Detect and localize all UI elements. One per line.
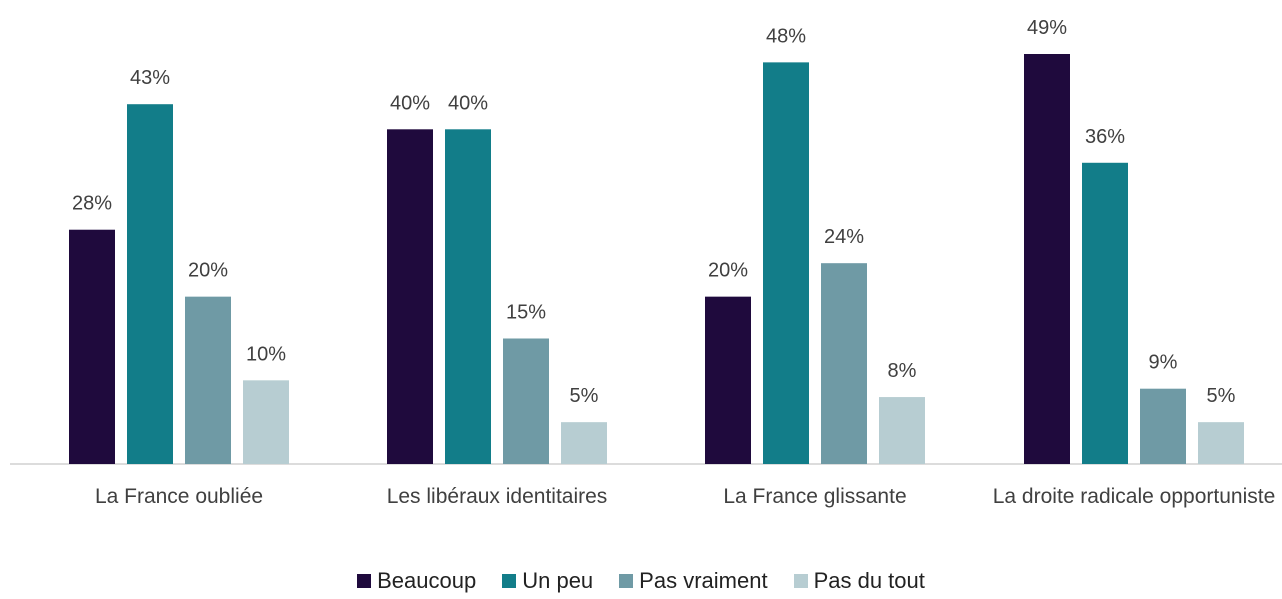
bar xyxy=(561,422,607,464)
bar xyxy=(503,338,549,464)
data-label: 40% xyxy=(390,92,430,114)
data-label: 20% xyxy=(188,260,228,282)
bar xyxy=(763,62,809,465)
legend-swatch xyxy=(357,574,372,588)
bar xyxy=(879,397,925,464)
x-tick-label: Les libéraux identitaires xyxy=(386,485,608,508)
legend-label: Pas vraiment xyxy=(639,568,768,593)
bar xyxy=(387,129,433,464)
bar xyxy=(1140,388,1186,464)
x-tick-label: La France oubliée xyxy=(94,485,264,508)
data-label: 20% xyxy=(708,260,748,282)
legend: Beaucoup Un peu Pas vraiment Pas du tout xyxy=(0,568,1282,594)
legend-item: Beaucoup xyxy=(357,568,476,594)
data-label: 24% xyxy=(824,226,864,248)
data-label: 15% xyxy=(506,301,546,323)
legend-label: Beaucoup xyxy=(377,568,477,593)
bar xyxy=(821,263,867,464)
data-label: 40% xyxy=(448,92,488,114)
bar xyxy=(1024,54,1070,464)
bar xyxy=(1082,162,1128,464)
data-label: 8% xyxy=(888,360,917,382)
data-label: 48% xyxy=(766,25,806,47)
data-label: 10% xyxy=(246,343,286,365)
bar xyxy=(69,229,115,464)
data-label: 5% xyxy=(570,385,599,407)
bar xyxy=(127,104,173,465)
bar xyxy=(445,129,491,464)
x-tick-label: La droite radicale opportuniste xyxy=(992,485,1276,508)
legend-label: Pas du tout xyxy=(813,568,925,593)
legend-swatch xyxy=(793,574,808,588)
data-label: 9% xyxy=(1149,352,1178,374)
data-label: 36% xyxy=(1085,126,1125,148)
bar xyxy=(705,296,751,464)
legend-item: Un peu xyxy=(502,568,593,594)
legend-label: Un peu xyxy=(522,568,594,593)
bar xyxy=(185,296,231,464)
data-label: 49% xyxy=(1027,17,1067,39)
bar xyxy=(1198,422,1244,464)
legend-item: Pas vraiment xyxy=(619,568,768,594)
x-tick-label: La France glissante xyxy=(723,485,907,508)
data-label: 28% xyxy=(72,193,112,215)
legend-item: Pas du tout xyxy=(793,568,925,594)
legend-swatch xyxy=(619,574,634,588)
data-label: 5% xyxy=(1207,385,1236,407)
bar xyxy=(243,380,289,464)
data-label: 43% xyxy=(130,67,170,89)
legend-swatch xyxy=(502,574,517,588)
